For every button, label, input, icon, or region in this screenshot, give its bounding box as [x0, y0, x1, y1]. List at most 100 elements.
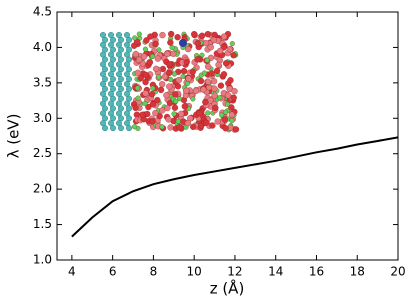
inset-atom — [171, 104, 179, 111]
inset-atom — [222, 60, 230, 67]
inset-atom — [171, 71, 178, 77]
inset-atom — [172, 91, 179, 98]
inset-atom — [204, 30, 212, 38]
inset-atom — [159, 124, 165, 130]
y-tick-label: 4.0 — [33, 40, 52, 54]
inset-atom — [183, 58, 190, 66]
inset-atom — [149, 101, 157, 108]
inset-atom — [174, 34, 181, 41]
inset-atom — [132, 104, 139, 111]
inset-atom — [142, 90, 149, 97]
inset-atom — [216, 47, 224, 55]
inset-atom — [166, 83, 173, 90]
inset-atom — [168, 76, 174, 82]
inset-atom — [209, 122, 216, 129]
inset-atom — [167, 124, 174, 131]
inset-atom — [161, 73, 169, 80]
inset-atom — [200, 86, 207, 93]
inset-atom — [165, 116, 172, 123]
inset-atom — [109, 125, 116, 132]
inset-atom — [184, 81, 190, 87]
inset-atom — [163, 92, 170, 99]
inset-atom — [211, 92, 218, 99]
inset-atom — [154, 55, 162, 62]
inset-atom — [139, 111, 146, 119]
inset-atom — [230, 52, 237, 59]
inset-atom — [156, 112, 163, 120]
inset-atom — [169, 44, 175, 51]
y-tick-label: 3.5 — [33, 75, 52, 89]
inset-atom — [185, 75, 192, 82]
inset-atom — [204, 63, 212, 70]
inset-atom — [226, 85, 233, 92]
inset-structure-image — [99, 30, 240, 133]
y-tick-label: 2.0 — [33, 182, 52, 196]
inset-atom — [176, 96, 183, 102]
inset-atom — [167, 39, 174, 46]
inset-atom — [171, 111, 177, 117]
inset-atom — [202, 39, 210, 47]
inset-atom — [213, 67, 221, 74]
inset-atom — [191, 31, 198, 38]
inset-atom — [137, 74, 144, 82]
inset-atom — [227, 77, 234, 84]
y-tick-label: 4.5 — [33, 5, 52, 19]
inset-atom — [159, 81, 166, 88]
inset-atom — [132, 35, 138, 41]
inset-atom — [101, 125, 108, 132]
inset-atom — [142, 78, 149, 86]
inset-atom — [194, 40, 201, 47]
y-axis-label: λ (eV) — [5, 114, 23, 159]
inset-atom — [184, 119, 192, 127]
y-tick-label: 3.0 — [33, 111, 52, 125]
inset-atom — [170, 50, 177, 57]
inset-atom — [202, 98, 209, 106]
inset-atom — [223, 109, 229, 115]
inset-atom — [226, 46, 234, 53]
inset-atom — [156, 74, 162, 80]
inset-atom — [220, 71, 228, 78]
inset-atom — [203, 119, 210, 126]
inset-atom — [190, 123, 197, 131]
inset-atom — [136, 31, 142, 37]
inset-atom — [215, 61, 222, 69]
inset-atom — [150, 53, 156, 59]
inset-atom — [157, 86, 165, 94]
inset-atom — [196, 110, 203, 117]
inset-atom — [152, 109, 159, 117]
y-tick-label: 1.0 — [33, 253, 52, 267]
inset-atom — [132, 50, 139, 58]
inset-atom — [194, 56, 201, 63]
inset-atom — [230, 94, 237, 101]
inset-atom — [221, 116, 229, 123]
x-tick-label: 14 — [268, 265, 283, 279]
inset-atom — [125, 125, 132, 132]
inset-atom — [232, 126, 240, 133]
inset-atom — [150, 85, 156, 91]
inset-atom — [217, 82, 225, 89]
inset-atom — [198, 32, 206, 39]
inset-atom — [217, 95, 223, 101]
inset-atom — [167, 30, 175, 38]
inset-atom — [231, 88, 238, 95]
inset-atom — [140, 53, 148, 60]
x-tick-label: 16 — [309, 265, 324, 279]
y-tick-label: 1.5 — [33, 217, 52, 231]
inset-atom — [154, 96, 161, 104]
inset-atom — [210, 78, 218, 85]
inset-atom — [117, 125, 124, 132]
inset-atom — [212, 104, 219, 111]
x-tick-label: 18 — [350, 265, 365, 279]
inset-atom — [211, 85, 218, 92]
inset-atom — [222, 125, 229, 132]
inset-atom — [175, 76, 183, 84]
inset-atom — [149, 118, 156, 125]
inset-atom — [175, 118, 181, 124]
inset-atom — [192, 87, 200, 95]
x-tick-label: 12 — [227, 265, 242, 279]
inset-atom — [205, 110, 211, 116]
inset-atom — [135, 95, 141, 101]
inset-atom — [229, 118, 235, 124]
plot-frame — [56, 11, 399, 261]
